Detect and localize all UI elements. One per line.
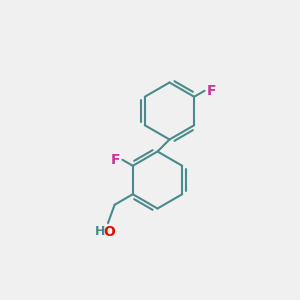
Text: O: O bbox=[103, 226, 116, 239]
Text: F: F bbox=[207, 84, 217, 98]
Text: H: H bbox=[95, 226, 106, 238]
Text: F: F bbox=[110, 153, 120, 167]
